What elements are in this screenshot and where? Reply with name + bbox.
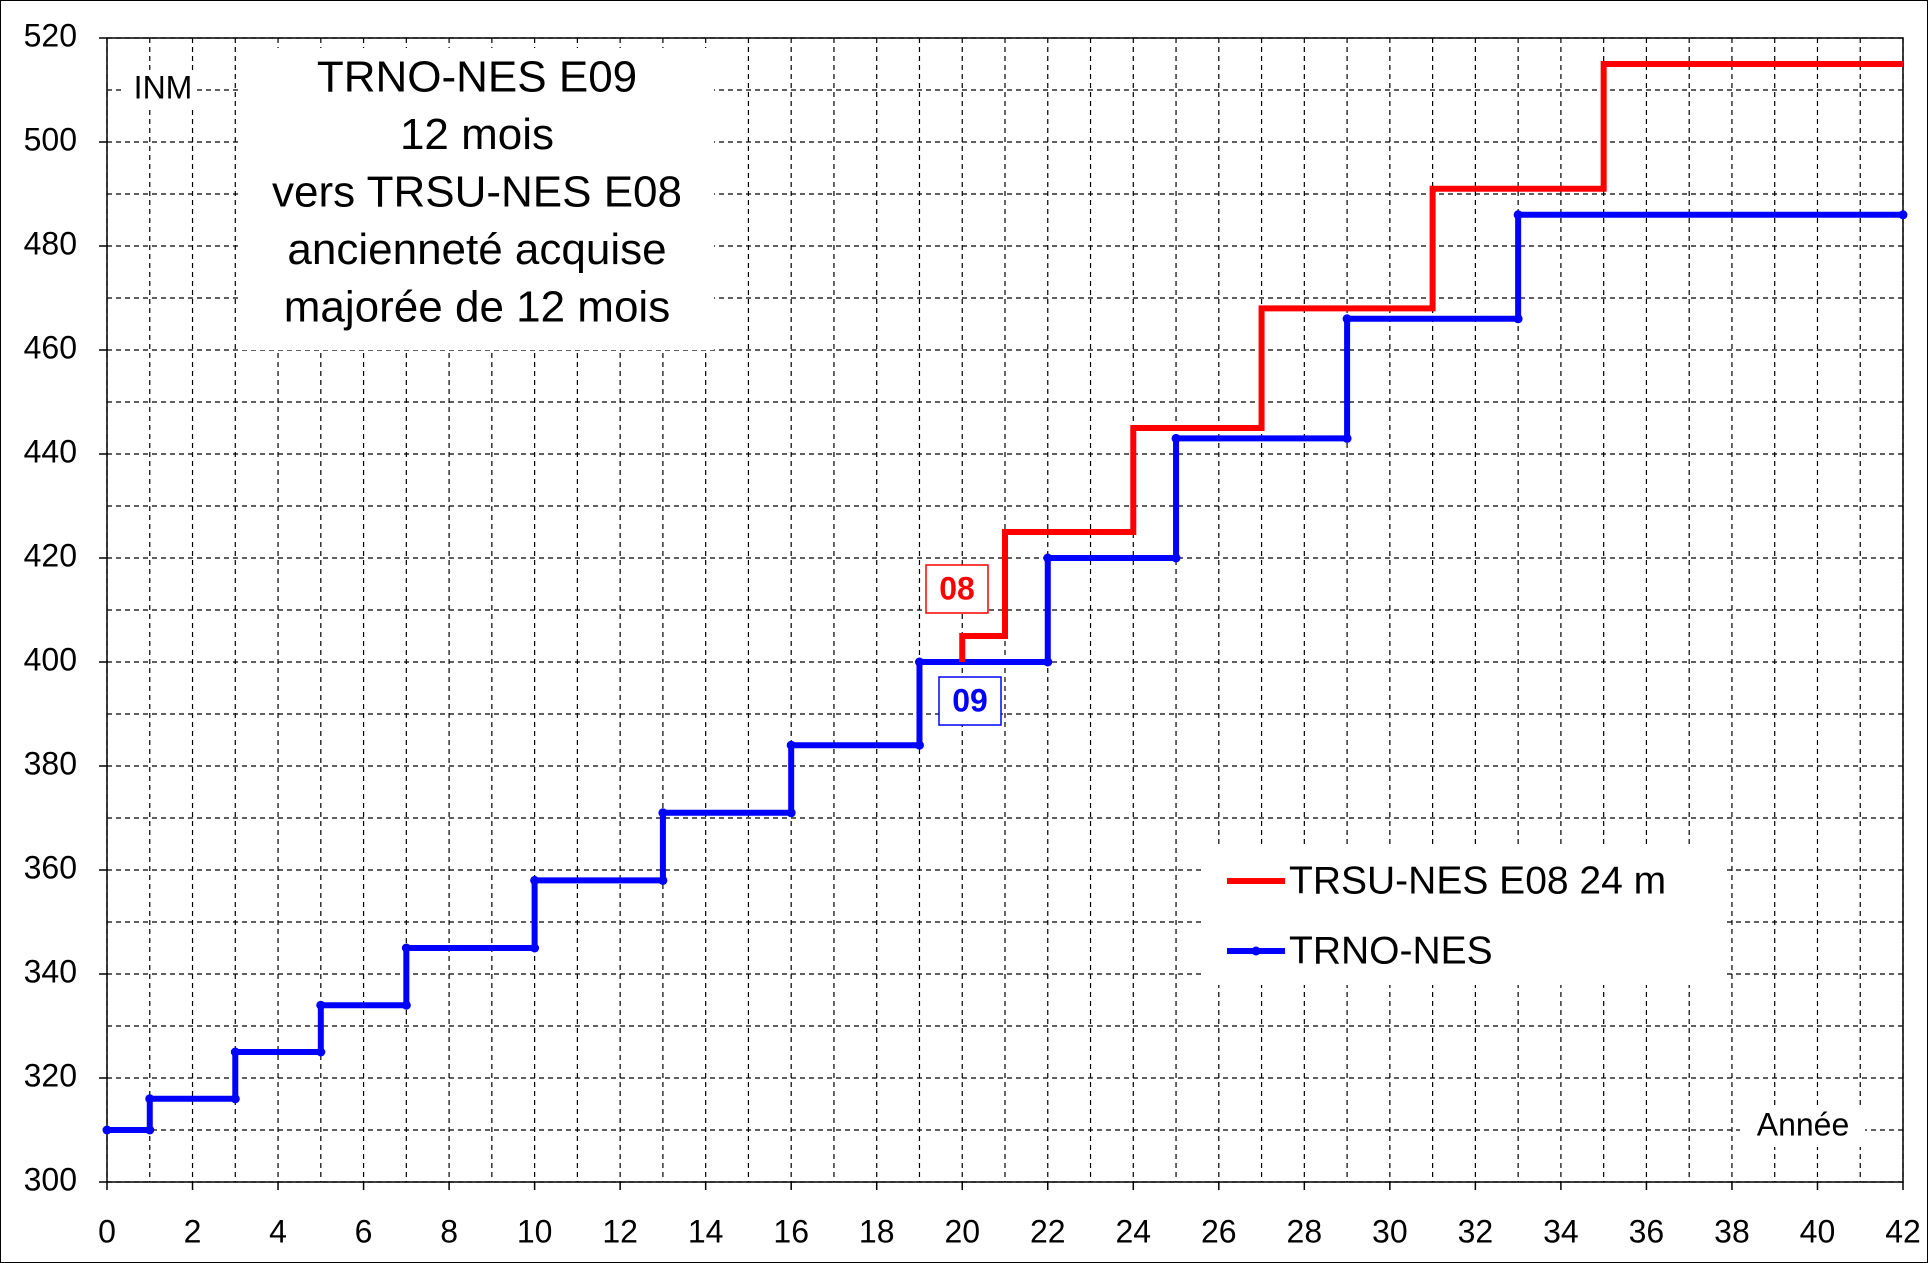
- legend-label: TRNO-NES: [1289, 929, 1493, 972]
- series-point: [1342, 433, 1352, 443]
- title-box: [240, 48, 714, 350]
- series-point: [230, 1047, 240, 1057]
- series-point: [1342, 314, 1352, 324]
- chart-title: 12 mois: [400, 110, 554, 159]
- series-point: [316, 1000, 326, 1010]
- x-tick-label: 14: [688, 1213, 724, 1249]
- y-tick-label: 480: [24, 225, 77, 261]
- chart-title: TRNO-NES E09: [317, 53, 637, 102]
- series-point: [401, 943, 411, 953]
- chart-title: ancienneté acquise: [287, 225, 666, 274]
- y-tick-label: 380: [24, 745, 77, 781]
- x-tick-label: 30: [1372, 1213, 1408, 1249]
- legend-label: TRSU-NES E08 24 m: [1289, 859, 1666, 902]
- series-point: [1513, 210, 1523, 220]
- y-tick-label: 460: [24, 329, 77, 365]
- x-tick-label: 18: [859, 1213, 895, 1249]
- series-point: [1043, 553, 1053, 563]
- series-point: [145, 1125, 155, 1135]
- annotation: 08: [939, 570, 975, 606]
- x-tick-label: 40: [1800, 1213, 1836, 1249]
- x-tick-label: 16: [773, 1213, 809, 1249]
- legend-marker: [1251, 946, 1261, 956]
- series-point: [658, 808, 668, 818]
- series-point: [914, 740, 924, 750]
- y-tick-label: 360: [24, 849, 77, 885]
- x-tick-label: 2: [184, 1213, 202, 1249]
- x-tick-label: 42: [1885, 1213, 1921, 1249]
- series-point: [658, 875, 668, 885]
- x-tick-label: 26: [1201, 1213, 1237, 1249]
- annotation: 09: [952, 682, 988, 718]
- series-point: [786, 740, 796, 750]
- x-tick-label: 6: [355, 1213, 373, 1249]
- y-tick-label: 400: [24, 641, 77, 677]
- series-line: [959, 61, 1903, 662]
- series-point: [1898, 210, 1908, 220]
- x-tick-label: 24: [1115, 1213, 1151, 1249]
- annotation-box: [925, 564, 989, 614]
- label-bg: [123, 70, 197, 110]
- chart-title: majorée de 12 mois: [284, 283, 670, 332]
- y-tick-label: 500: [24, 121, 77, 157]
- x-tick-label: 38: [1714, 1213, 1750, 1249]
- series-point: [401, 1000, 411, 1010]
- x-tick-label: 20: [944, 1213, 980, 1249]
- series-line: [107, 211, 1903, 1133]
- y-axis-label: INM: [134, 69, 193, 105]
- x-tick-label: 32: [1458, 1213, 1494, 1249]
- series-point: [914, 657, 924, 667]
- series-point: [1171, 553, 1181, 563]
- x-tick-label: 36: [1629, 1213, 1665, 1249]
- plot-frame: [106, 37, 1904, 1183]
- x-tick-label: 22: [1030, 1213, 1066, 1249]
- series-point: [316, 1047, 326, 1057]
- y-tick-label: 300: [24, 1161, 77, 1197]
- y-tick-label: 440: [24, 433, 77, 469]
- x-tick-label: 10: [517, 1213, 553, 1249]
- x-tick-label: 34: [1543, 1213, 1579, 1249]
- series-point: [530, 943, 540, 953]
- series-point: [530, 875, 540, 885]
- series-point: [1171, 433, 1181, 443]
- annotation-box: [938, 676, 1002, 726]
- chart-title: vers TRSU-NES E08: [272, 168, 682, 217]
- x-tick-label: 8: [440, 1213, 458, 1249]
- series-point: [230, 1094, 240, 1104]
- y-tick-label: 340: [24, 953, 77, 989]
- series-point: [786, 808, 796, 818]
- x-tick-label: 12: [602, 1213, 638, 1249]
- series-point: [1513, 314, 1523, 324]
- label-bg: [1740, 1107, 1865, 1147]
- x-tick-label: 0: [98, 1213, 116, 1249]
- legend-box: [1205, 845, 1725, 985]
- series-point: [1043, 657, 1053, 667]
- x-tick-label: 4: [269, 1213, 287, 1249]
- series-point: [145, 1094, 155, 1104]
- x-tick-label: 28: [1287, 1213, 1323, 1249]
- y-tick-label: 320: [24, 1057, 77, 1093]
- series-point: [102, 1125, 112, 1135]
- x-axis-label: Année: [1757, 1106, 1850, 1142]
- y-tick-label: 420: [24, 537, 77, 573]
- y-tick-label: 520: [24, 17, 77, 53]
